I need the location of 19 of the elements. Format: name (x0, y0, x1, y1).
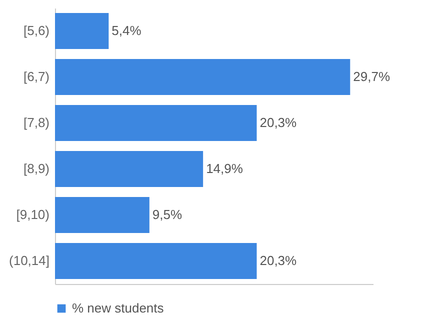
data-label: 14,9% (206, 161, 244, 176)
y-tick-label: [8,9) (23, 161, 50, 176)
bar (55, 59, 350, 95)
data-label: 5,4% (112, 23, 142, 38)
y-tick-label: [6,7) (23, 69, 50, 84)
legend-label: % new students (72, 300, 164, 316)
data-label: 20,3% (260, 115, 298, 130)
data-label: 29,7% (353, 69, 390, 84)
bar (55, 151, 204, 187)
y-tick-label: [9,10) (16, 207, 50, 222)
y-tick-label: [5,6) (23, 23, 50, 38)
y-tick-label: [7,8) (23, 115, 50, 130)
y-tick-label: (10,14] (9, 253, 50, 268)
bar (55, 197, 150, 233)
bar (55, 105, 257, 141)
data-label: 20,3% (260, 253, 298, 268)
bar (55, 13, 109, 49)
bar (55, 243, 257, 279)
data-label: 9,5% (152, 207, 182, 222)
